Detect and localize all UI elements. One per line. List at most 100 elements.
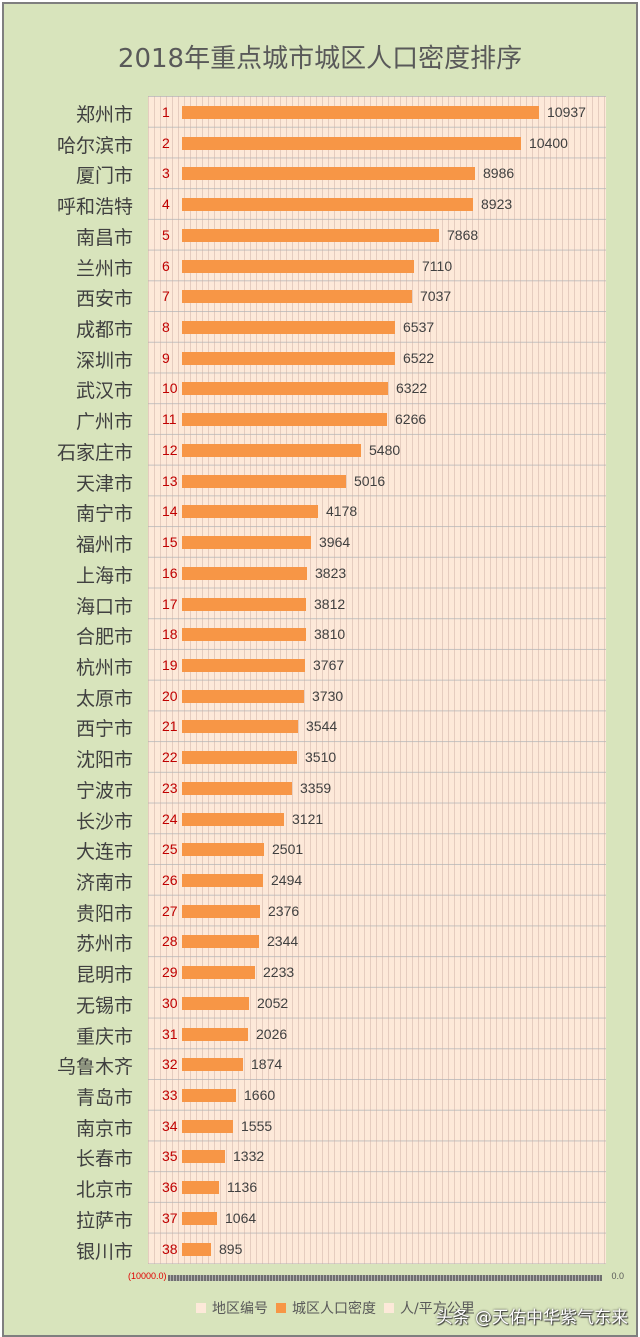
value-label: 3767 bbox=[313, 656, 345, 673]
legend-label: 城区人口密度 bbox=[292, 1301, 376, 1317]
bar-row: 天津市 13 5016 bbox=[0, 467, 640, 497]
category-label: 合肥市 bbox=[75, 626, 133, 649]
rank-label: 33 bbox=[162, 1087, 178, 1104]
bar-row: 深圳市 9 6522 bbox=[0, 344, 640, 374]
value-label: 3964 bbox=[319, 534, 351, 551]
density-bar bbox=[182, 966, 255, 980]
value-label: 1874 bbox=[251, 1056, 283, 1073]
bar-row: 广州市 11 6266 bbox=[0, 405, 640, 435]
rank-label: 1 bbox=[162, 104, 170, 120]
rank-label: 20 bbox=[162, 687, 178, 704]
bar-row: 无锡市 30 2052 bbox=[0, 989, 640, 1019]
rank-label: 14 bbox=[162, 503, 178, 520]
value-label: 4178 bbox=[326, 503, 358, 520]
value-label: 6266 bbox=[395, 411, 427, 428]
category-label: 深圳市 bbox=[75, 349, 133, 372]
category-label: 福州市 bbox=[75, 534, 133, 557]
bar-row: 乌鲁木齐 32 1874 bbox=[0, 1050, 640, 1080]
value-label: 7110 bbox=[422, 257, 453, 274]
density-bar bbox=[182, 228, 439, 242]
value-label: 1332 bbox=[233, 1148, 265, 1165]
density-bar bbox=[182, 1181, 219, 1195]
category-label: 南宁市 bbox=[75, 503, 133, 526]
legend-item-region-number: 地区编号 bbox=[196, 1298, 268, 1318]
density-bar bbox=[182, 290, 412, 304]
category-label: 西宁市 bbox=[75, 718, 133, 741]
value-label: 8986 bbox=[483, 165, 515, 182]
density-bar bbox=[182, 413, 387, 427]
rank-label: 4 bbox=[162, 196, 170, 213]
rank-label: 2 bbox=[162, 134, 170, 151]
bar-row: 福州市 15 3964 bbox=[0, 528, 640, 558]
rank-label: 31 bbox=[162, 1025, 178, 1042]
category-label: 大连市 bbox=[75, 841, 133, 864]
legend-swatch bbox=[384, 1303, 394, 1313]
bar-row: 南昌市 5 7868 bbox=[0, 221, 640, 251]
category-label: 南京市 bbox=[75, 1117, 133, 1140]
rank-label: 37 bbox=[162, 1209, 178, 1226]
density-bar bbox=[182, 597, 306, 611]
bar-row: 沈阳市 22 3510 bbox=[0, 743, 640, 773]
category-label: 兰州市 bbox=[75, 257, 133, 280]
bar-row: 合肥市 18 3810 bbox=[0, 620, 640, 650]
value-label: 2494 bbox=[271, 872, 303, 888]
value-label: 1064 bbox=[225, 1209, 257, 1226]
density-bar bbox=[182, 351, 395, 365]
rank-label: 5 bbox=[162, 226, 170, 243]
bar-row: 南京市 34 1555 bbox=[0, 1112, 640, 1142]
rank-label: 22 bbox=[162, 749, 178, 766]
bar-row: 青岛市 33 1660 bbox=[0, 1081, 640, 1111]
rank-label: 3 bbox=[162, 165, 170, 182]
bar-row: 南宁市 14 4178 bbox=[0, 497, 640, 527]
value-label: 1136 bbox=[227, 1179, 258, 1196]
bar-row: 重庆市 31 2026 bbox=[0, 1020, 640, 1050]
bar-row: 拉萨市 37 1064 bbox=[0, 1204, 640, 1234]
density-bar bbox=[182, 443, 361, 457]
density-bar bbox=[182, 996, 249, 1010]
value-label: 6522 bbox=[403, 349, 435, 366]
bar-row: 苏州市 28 2344 bbox=[0, 927, 640, 957]
category-label: 贵阳市 bbox=[75, 902, 133, 925]
density-bar bbox=[182, 1150, 225, 1164]
rank-label: 38 bbox=[162, 1240, 178, 1257]
legend-item-density: 城区人口密度 bbox=[276, 1298, 376, 1318]
value-label: 3823 bbox=[315, 564, 347, 581]
rank-label: 29 bbox=[162, 964, 178, 981]
rank-label: 9 bbox=[162, 349, 170, 366]
density-bar bbox=[182, 1058, 243, 1072]
bar-row: 昆明市 29 2233 bbox=[0, 958, 640, 988]
density-bar bbox=[182, 1027, 248, 1041]
value-label: 3810 bbox=[314, 626, 346, 643]
rank-label: 6 bbox=[162, 257, 170, 274]
category-label: 郑州市 bbox=[75, 104, 133, 126]
density-bar bbox=[182, 628, 306, 642]
rank-label: 15 bbox=[162, 534, 178, 551]
legend-label: 地区编号 bbox=[212, 1301, 268, 1317]
rank-label: 23 bbox=[162, 779, 178, 796]
axis-end-label: 0.0 bbox=[611, 1271, 624, 1281]
value-label: 8923 bbox=[481, 196, 513, 213]
bar-row: 西宁市 21 3544 bbox=[0, 712, 640, 742]
category-label: 苏州市 bbox=[75, 933, 133, 956]
bar-row: 郑州市 1 10937 bbox=[0, 98, 640, 128]
value-label: 5480 bbox=[369, 441, 401, 458]
density-bar bbox=[182, 167, 475, 181]
category-label: 杭州市 bbox=[75, 656, 133, 679]
density-bar bbox=[182, 536, 311, 550]
value-label: 2376 bbox=[268, 902, 300, 919]
category-label: 太原市 bbox=[75, 687, 133, 710]
legend-label: 人/平方公里 bbox=[400, 1301, 475, 1317]
value-label: 5016 bbox=[354, 472, 386, 489]
bar-row: 银川市 38 895 bbox=[0, 1235, 640, 1265]
category-label: 武汉市 bbox=[75, 380, 133, 403]
rank-label: 19 bbox=[162, 656, 178, 673]
bar-row: 厦门市 3 8986 bbox=[0, 159, 640, 189]
density-bar bbox=[182, 505, 318, 519]
rank-label: 32 bbox=[162, 1056, 178, 1073]
bar-row: 西安市 7 7037 bbox=[0, 282, 640, 312]
x-axis: (10000.0) 0.0 bbox=[128, 1271, 624, 1285]
rank-label: 13 bbox=[162, 472, 178, 489]
category-label: 成都市 bbox=[75, 319, 133, 342]
category-label: 济南市 bbox=[75, 872, 133, 894]
bar-row: 贵阳市 27 2376 bbox=[0, 897, 640, 927]
